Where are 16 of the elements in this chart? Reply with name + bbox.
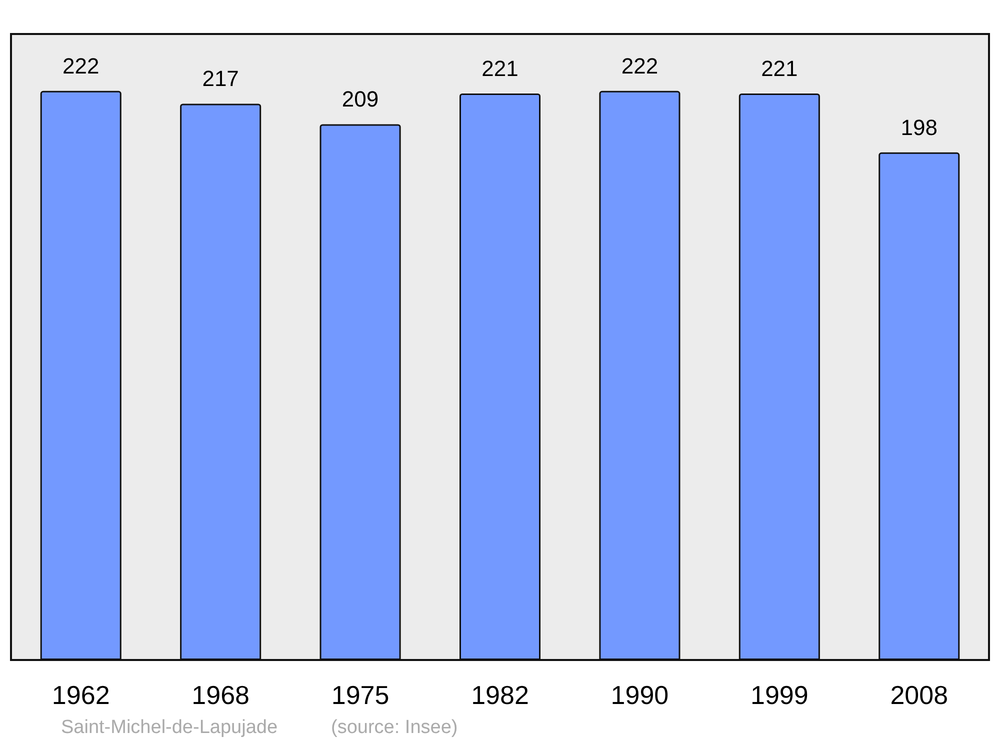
x-tick-label: 1968 <box>192 680 250 710</box>
data-label: 222 <box>62 53 100 78</box>
x-tick-label: 1962 <box>52 680 110 710</box>
text: (source: Insee) <box>331 717 458 738</box>
x-tick-label: 1999 <box>750 680 808 710</box>
data-label: 209 <box>342 86 379 112</box>
x-tick-label: 1975 <box>331 680 390 710</box>
data-label: 221 <box>482 56 518 81</box>
data-label: 217 <box>202 66 239 92</box>
data-label: 198 <box>900 114 938 140</box>
x-tick-label: 1990 <box>610 680 669 710</box>
data-label: 221 <box>761 56 798 81</box>
x-tick-label: 1982 <box>471 680 529 710</box>
x-tick-label: 2008 <box>890 680 948 710</box>
text: Saint-Michel-de-Lapujade <box>61 717 278 738</box>
data-label: 222 <box>621 53 658 78</box>
